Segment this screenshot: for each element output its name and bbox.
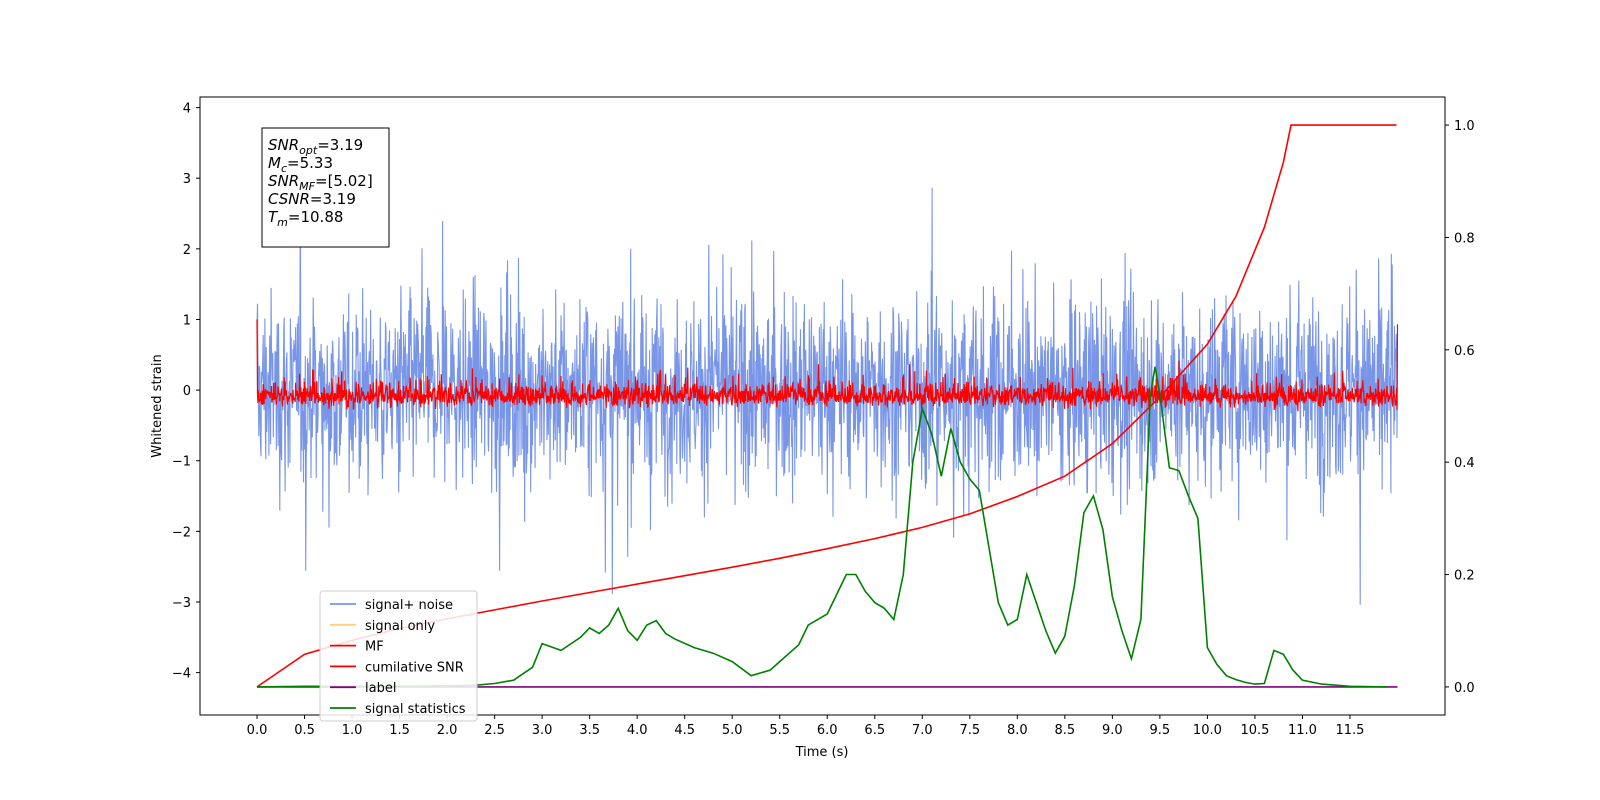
y-tick-label: −3 xyxy=(172,596,191,611)
info-box-value: =10.88 xyxy=(288,208,344,226)
y-tick-label: −2 xyxy=(172,525,191,540)
y2-tick-label: 0.2 xyxy=(1454,569,1475,584)
x-axis-label: Time (s) xyxy=(795,745,849,760)
info-box-value: =3.19 xyxy=(317,136,363,154)
x-tick-label: 9.0 xyxy=(1102,723,1123,738)
info-box-symbol: M xyxy=(268,154,281,172)
signal-statistics-line xyxy=(256,366,1389,688)
info-box-value: =[5.02] xyxy=(315,172,373,190)
info-box-symbol: SNR xyxy=(268,172,299,190)
y-axis-label: Whitened strain xyxy=(150,354,165,457)
x-tick-label: 1.0 xyxy=(342,723,363,738)
info-box: SNRopt=3.19Mc=5.33SNRMF=[5.02]CSNR=3.19T… xyxy=(261,127,390,248)
x-tick-label: 7.0 xyxy=(912,723,933,738)
x-tick-label: 4.0 xyxy=(627,723,648,738)
x-tick-label: 1.5 xyxy=(389,723,410,738)
legend-entry-label: label xyxy=(365,681,396,696)
info-box-symbol: SNR xyxy=(268,136,299,154)
y-tick-label: −4 xyxy=(172,667,191,682)
x-tick-label: 4.5 xyxy=(674,723,695,738)
legend-frame xyxy=(319,590,478,722)
y-tick-label: 1 xyxy=(183,313,191,328)
info-box-line: Tm=10.88 xyxy=(268,208,343,229)
x-tick-label: 2.5 xyxy=(484,723,505,738)
x-tick-label: 2.0 xyxy=(437,723,458,738)
legend-entry-label: signal only xyxy=(365,619,435,634)
legend: signal+ noise signal only MF cumilative SNR… xyxy=(319,590,478,722)
y2-tick-label: 0.8 xyxy=(1454,231,1475,246)
info-box-line: Mc=5.33 xyxy=(268,154,333,175)
y2-tick-label: 0.6 xyxy=(1454,344,1475,359)
y2-tick-label: 1.0 xyxy=(1454,119,1475,134)
y-axis-right: 1.0 0.8 0.6 0.4 0.2 0.0 xyxy=(1445,119,1475,696)
info-box-value: =3.19 xyxy=(310,190,356,208)
info-box-frame xyxy=(261,127,390,248)
x-tick-label: 6.0 xyxy=(817,723,838,738)
x-tick-label: 8.0 xyxy=(1007,723,1028,738)
x-tick-label: 7.5 xyxy=(959,723,980,738)
y-tick-label: 3 xyxy=(183,172,191,187)
info-box-line: CSNR=3.19 xyxy=(268,190,356,208)
x-tick-label: 5.5 xyxy=(769,723,790,738)
y-tick-label: 0 xyxy=(183,384,191,399)
info-box-subscript: MF xyxy=(299,180,315,193)
axes-frame xyxy=(199,96,1446,716)
signal-plus-noise-line xyxy=(256,187,1399,605)
mf-trace xyxy=(256,319,1399,412)
x-tick-label: 0.0 xyxy=(247,723,268,738)
x-tick-label: 9.5 xyxy=(1150,723,1171,738)
x-tick-label: 5.0 xyxy=(722,723,743,738)
legend-entry-label: signal statistics xyxy=(365,702,466,717)
mf-line xyxy=(256,319,1399,412)
info-box-subscript: c xyxy=(281,162,287,175)
info-box-symbol: CSNR xyxy=(268,190,310,208)
y-tick-label: 2 xyxy=(183,243,191,258)
signal-plus-noise-trace xyxy=(256,187,1399,605)
info-box-subscript: opt xyxy=(299,144,318,157)
x-tick-label: 10.0 xyxy=(1193,723,1222,738)
legend-entry-label: cumilative SNR xyxy=(365,660,464,675)
x-tick-label: 0.5 xyxy=(294,723,315,738)
x-tick-label: 8.5 xyxy=(1055,723,1076,738)
x-axis: 0.0 0.5 1.0 1.5 2.0 2.5 3.0 3.5 4.0 4.5 5.0 5.5 6.0 6… xyxy=(247,715,1364,738)
y-axis-left: 4 3 2 1 0 −1 −2 −3 −4 xyxy=(172,102,200,682)
info-box-subscript: m xyxy=(277,216,288,229)
info-box-line: SNRMF=[5.02] xyxy=(268,172,373,193)
y2-tick-label: 0.4 xyxy=(1454,456,1475,471)
y-tick-label: −1 xyxy=(172,455,191,470)
x-tick-label: 3.5 xyxy=(579,723,600,738)
y2-tick-label: 0.0 xyxy=(1454,681,1475,696)
y-tick-label: 4 xyxy=(183,102,191,117)
info-box-line: SNRopt=3.19 xyxy=(268,136,363,157)
x-tick-label: 11.0 xyxy=(1288,723,1317,738)
info-box-value: =5.33 xyxy=(287,154,333,172)
x-tick-label: 6.5 xyxy=(864,723,885,738)
legend-entry-label: MF xyxy=(365,640,384,655)
x-tick-label: 10.5 xyxy=(1240,723,1269,738)
x-tick-label: 3.0 xyxy=(532,723,553,738)
info-box-symbol: T xyxy=(268,208,279,226)
legend-entry-label: signal+ noise xyxy=(365,598,453,613)
x-tick-label: 11.5 xyxy=(1335,723,1364,738)
